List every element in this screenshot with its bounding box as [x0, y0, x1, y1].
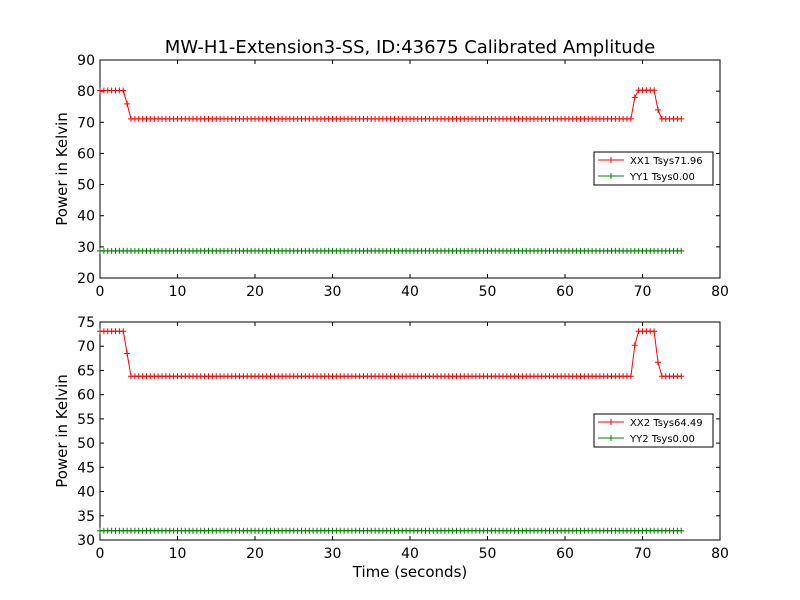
legend-label: XX2 Tsys64.49 — [630, 418, 703, 429]
data-point — [678, 527, 685, 534]
data-point — [631, 342, 638, 349]
y-tick-label: 40 — [77, 209, 95, 225]
legend-label: XX1 Tsys71.96 — [630, 156, 703, 167]
y-tick-label: 30 — [77, 533, 95, 549]
legend-marker — [608, 157, 614, 163]
y-tick-label: 40 — [77, 485, 95, 501]
legend: XX2 Tsys64.49 YY2 Tsys0.00 — [593, 413, 714, 448]
x-tick-label: 0 — [96, 546, 105, 562]
x-tick-label: 70 — [634, 284, 652, 300]
series-1 — [97, 527, 685, 534]
y-axis-label: Power in Kelvin — [53, 112, 71, 226]
chart-bottom: 0 10 20 30 40 50 60 70 80 30 35 40 45 50 55 60 65 70 75 Pow… — [53, 315, 729, 581]
data-point — [651, 87, 658, 94]
legend: XX1 Tsys71.96 YY1 Tsys0.00 — [593, 151, 714, 186]
y-tick-label: 75 — [77, 315, 95, 331]
y-tick-label: 65 — [77, 363, 95, 379]
x-tick-label: 20 — [246, 546, 264, 562]
legend-label: YY1 Tsys0.00 — [629, 172, 695, 183]
data-point — [655, 106, 661, 113]
data-point — [655, 359, 661, 366]
x-axis-label: Time (seconds) — [352, 563, 468, 581]
series-1 — [97, 247, 685, 254]
x-tick-label: 60 — [556, 284, 574, 300]
figure-title: MW-H1-Extension3-SS, ID:43675 Calibrated… — [165, 37, 655, 58]
x-tick-label: 40 — [401, 284, 419, 300]
series-0 — [97, 328, 685, 380]
x-tick-label: 70 — [634, 546, 652, 562]
y-tick-label: 50 — [77, 178, 95, 194]
x-tick-label: 80 — [711, 284, 729, 300]
y-tick-label: 70 — [77, 115, 95, 131]
legend-label: YY2 Tsys0.00 — [629, 434, 695, 445]
data-point — [124, 350, 131, 357]
x-tick-label: 60 — [556, 546, 574, 562]
data-point — [631, 94, 638, 101]
x-tick-label: 30 — [324, 284, 342, 300]
legend-marker — [608, 419, 614, 425]
y-tick-label: 20 — [77, 271, 95, 287]
x-tick-label: 0 — [96, 284, 105, 300]
x-tick-label: 10 — [169, 546, 187, 562]
legend-marker — [608, 173, 614, 179]
y-axis-label: Power in Kelvin — [53, 374, 71, 488]
x-tick-label: 80 — [711, 546, 729, 562]
data-point — [678, 373, 685, 380]
x-tick-label: 50 — [479, 546, 497, 562]
series-0 — [97, 87, 685, 122]
y-tick-label: 70 — [77, 339, 95, 355]
x-tick-label: 10 — [169, 284, 187, 300]
x-tick-label: 40 — [401, 546, 419, 562]
y-tick-label: 30 — [77, 240, 95, 256]
x-tick-label: 50 — [479, 284, 497, 300]
data-point — [120, 328, 127, 335]
y-tick-label: 45 — [77, 460, 95, 476]
data-point — [627, 373, 634, 380]
y-tick-label: 35 — [77, 509, 95, 525]
data-point — [651, 328, 658, 335]
y-tick-label: 60 — [77, 388, 95, 404]
legend-box — [593, 413, 714, 448]
data-point — [678, 115, 685, 122]
data-point — [678, 247, 685, 254]
y-tick-label: 55 — [77, 412, 95, 428]
data-point — [627, 115, 634, 122]
x-tick-label: 30 — [324, 546, 342, 562]
chart-top: 0 10 20 30 40 50 60 70 80 20 30 40 50 60 70 80 90 Power i… — [53, 53, 729, 300]
y-tick-label: 90 — [77, 53, 95, 69]
data-point — [120, 87, 127, 94]
y-tick-label: 50 — [77, 436, 95, 452]
y-tick-label: 60 — [77, 146, 95, 162]
legend-box — [593, 151, 714, 186]
y-tick-label: 80 — [77, 84, 95, 100]
legend-marker — [608, 435, 614, 441]
data-point — [124, 100, 131, 107]
x-tick-label: 20 — [246, 284, 264, 300]
